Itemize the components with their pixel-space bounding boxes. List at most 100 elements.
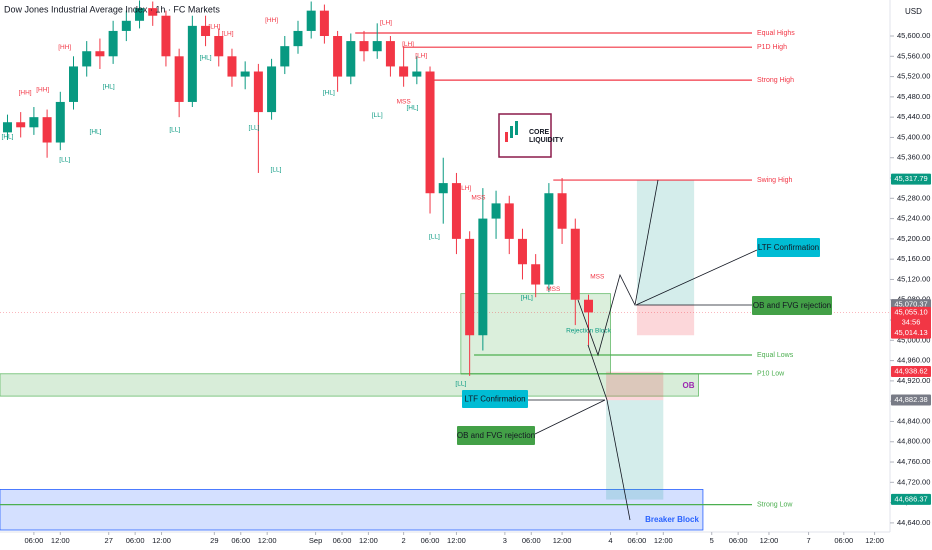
y-tick-label: 45,400.00	[897, 132, 930, 141]
x-tick-label: 06:00	[25, 536, 44, 545]
structure-label: MSS	[546, 286, 561, 293]
candle-body	[399, 66, 409, 77]
level-label: Swing High	[757, 177, 793, 184]
logo: CORE LIQUIDITY	[498, 113, 564, 158]
x-tick-label: 12:00	[447, 536, 466, 545]
structure-label: [HH]	[58, 44, 71, 51]
price-tag	[891, 493, 931, 505]
x-tick-label: 2	[402, 536, 406, 545]
candle-body	[55, 101, 65, 143]
candle-body	[161, 15, 171, 57]
zone-label: OB	[683, 381, 695, 390]
level-label: Strong High	[757, 77, 794, 84]
callouts: LTF Confirmation OB and FVG rejection LT…	[457, 238, 832, 445]
y-tick-label: 45,360.00	[897, 153, 930, 162]
candle-body	[95, 51, 105, 57]
structure-label: [HL]	[323, 90, 335, 97]
x-tick-label: 06:00	[834, 536, 853, 545]
structure-label: [LH]	[459, 185, 471, 192]
y-tick-label: 45,240.00	[897, 214, 930, 223]
y-tick-label: 45,000.00	[897, 335, 930, 344]
level-label: Equal Lows	[757, 352, 794, 359]
candle-body	[570, 228, 580, 300]
candle-body	[359, 41, 369, 52]
price-tag	[891, 394, 931, 406]
x-tick-label: 29	[210, 536, 218, 545]
logo-icon	[510, 126, 513, 138]
candle-body	[267, 66, 277, 113]
projection-up	[577, 179, 659, 357]
callout-box	[457, 426, 535, 445]
callout-text: OB and FVG rejection	[457, 431, 535, 440]
structure-label: [LH]	[415, 53, 427, 60]
y-tick-label: 44,960.00	[897, 356, 930, 365]
candle-body	[16, 122, 26, 128]
candle-body	[412, 71, 422, 77]
price-tag-label: 44,882.38	[894, 395, 927, 404]
candle-body	[108, 30, 118, 57]
x-tick-label: 4	[608, 536, 612, 545]
candle-body	[280, 46, 290, 67]
candle-body	[385, 41, 395, 67]
y-tick-label: 45,520.00	[897, 72, 930, 81]
logo-icon	[515, 121, 518, 135]
logo-icon	[505, 132, 508, 142]
x-tick-label: 12:00	[51, 536, 70, 545]
price-tag-label: 45,055.10	[894, 307, 927, 316]
zone	[0, 373, 699, 397]
price-tag	[891, 365, 931, 377]
structure-label: [LL]	[429, 234, 440, 241]
candle-body	[425, 71, 435, 194]
y-tick-label: 44,920.00	[897, 376, 930, 385]
callout-text: LTF Confirmation	[758, 243, 819, 252]
candle-body	[583, 299, 593, 313]
zone	[0, 489, 704, 531]
projection-paths	[528, 179, 758, 521]
callout-box	[462, 390, 528, 408]
levels: Equal Highs P1D High Strong High Swing High…	[0, 30, 795, 508]
candle-body	[201, 25, 211, 37]
candle-body	[491, 203, 501, 219]
candle-body	[451, 183, 461, 239]
x-tick-label: 06:00	[522, 536, 541, 545]
y-tick-label: 44,840.00	[897, 416, 930, 425]
structure-label: [HH]	[36, 86, 49, 93]
structure-label: MSS	[471, 195, 486, 202]
candle-body	[253, 71, 263, 113]
x-tick-label: 12:00	[553, 536, 572, 545]
candle-body	[174, 56, 184, 102]
x-tick-label: 06:00	[421, 536, 440, 545]
candle-body	[293, 30, 303, 47]
candle-body	[544, 193, 554, 285]
candles	[2, 0, 593, 376]
x-tick-label: 12:00	[359, 536, 378, 545]
connector	[534, 399, 606, 435]
candle-body	[187, 25, 197, 102]
y-tick-label: 45,120.00	[897, 274, 930, 283]
structure-label: [LH]	[402, 41, 414, 48]
zone	[606, 371, 664, 401]
candle-body	[214, 36, 224, 57]
structure-label: MSS	[590, 274, 605, 281]
callout-box	[757, 238, 820, 257]
y-tick-label: 45,480.00	[897, 92, 930, 101]
y-tick-label: 45,440.00	[897, 112, 930, 121]
zone	[636, 304, 695, 336]
y-tick-label: 45,160.00	[897, 254, 930, 263]
logo-text: CORE	[529, 129, 550, 136]
structure-label: [HL]	[90, 129, 102, 136]
candle-body	[478, 218, 488, 336]
level-label: P1D High	[757, 44, 787, 51]
x-tick-label: 12:00	[258, 536, 277, 545]
y-tick-label: 44,800.00	[897, 437, 930, 446]
structure-label: [LL]	[249, 125, 260, 132]
candle-body	[29, 117, 39, 128]
structure-label: [HL]	[103, 83, 115, 90]
candle-body	[557, 193, 567, 229]
connector	[635, 249, 758, 306]
chart-title: Dow Jones Industrial Average Index · 1h …	[4, 4, 220, 14]
candle-body	[504, 203, 514, 239]
structure-label: [HH]	[19, 90, 32, 97]
